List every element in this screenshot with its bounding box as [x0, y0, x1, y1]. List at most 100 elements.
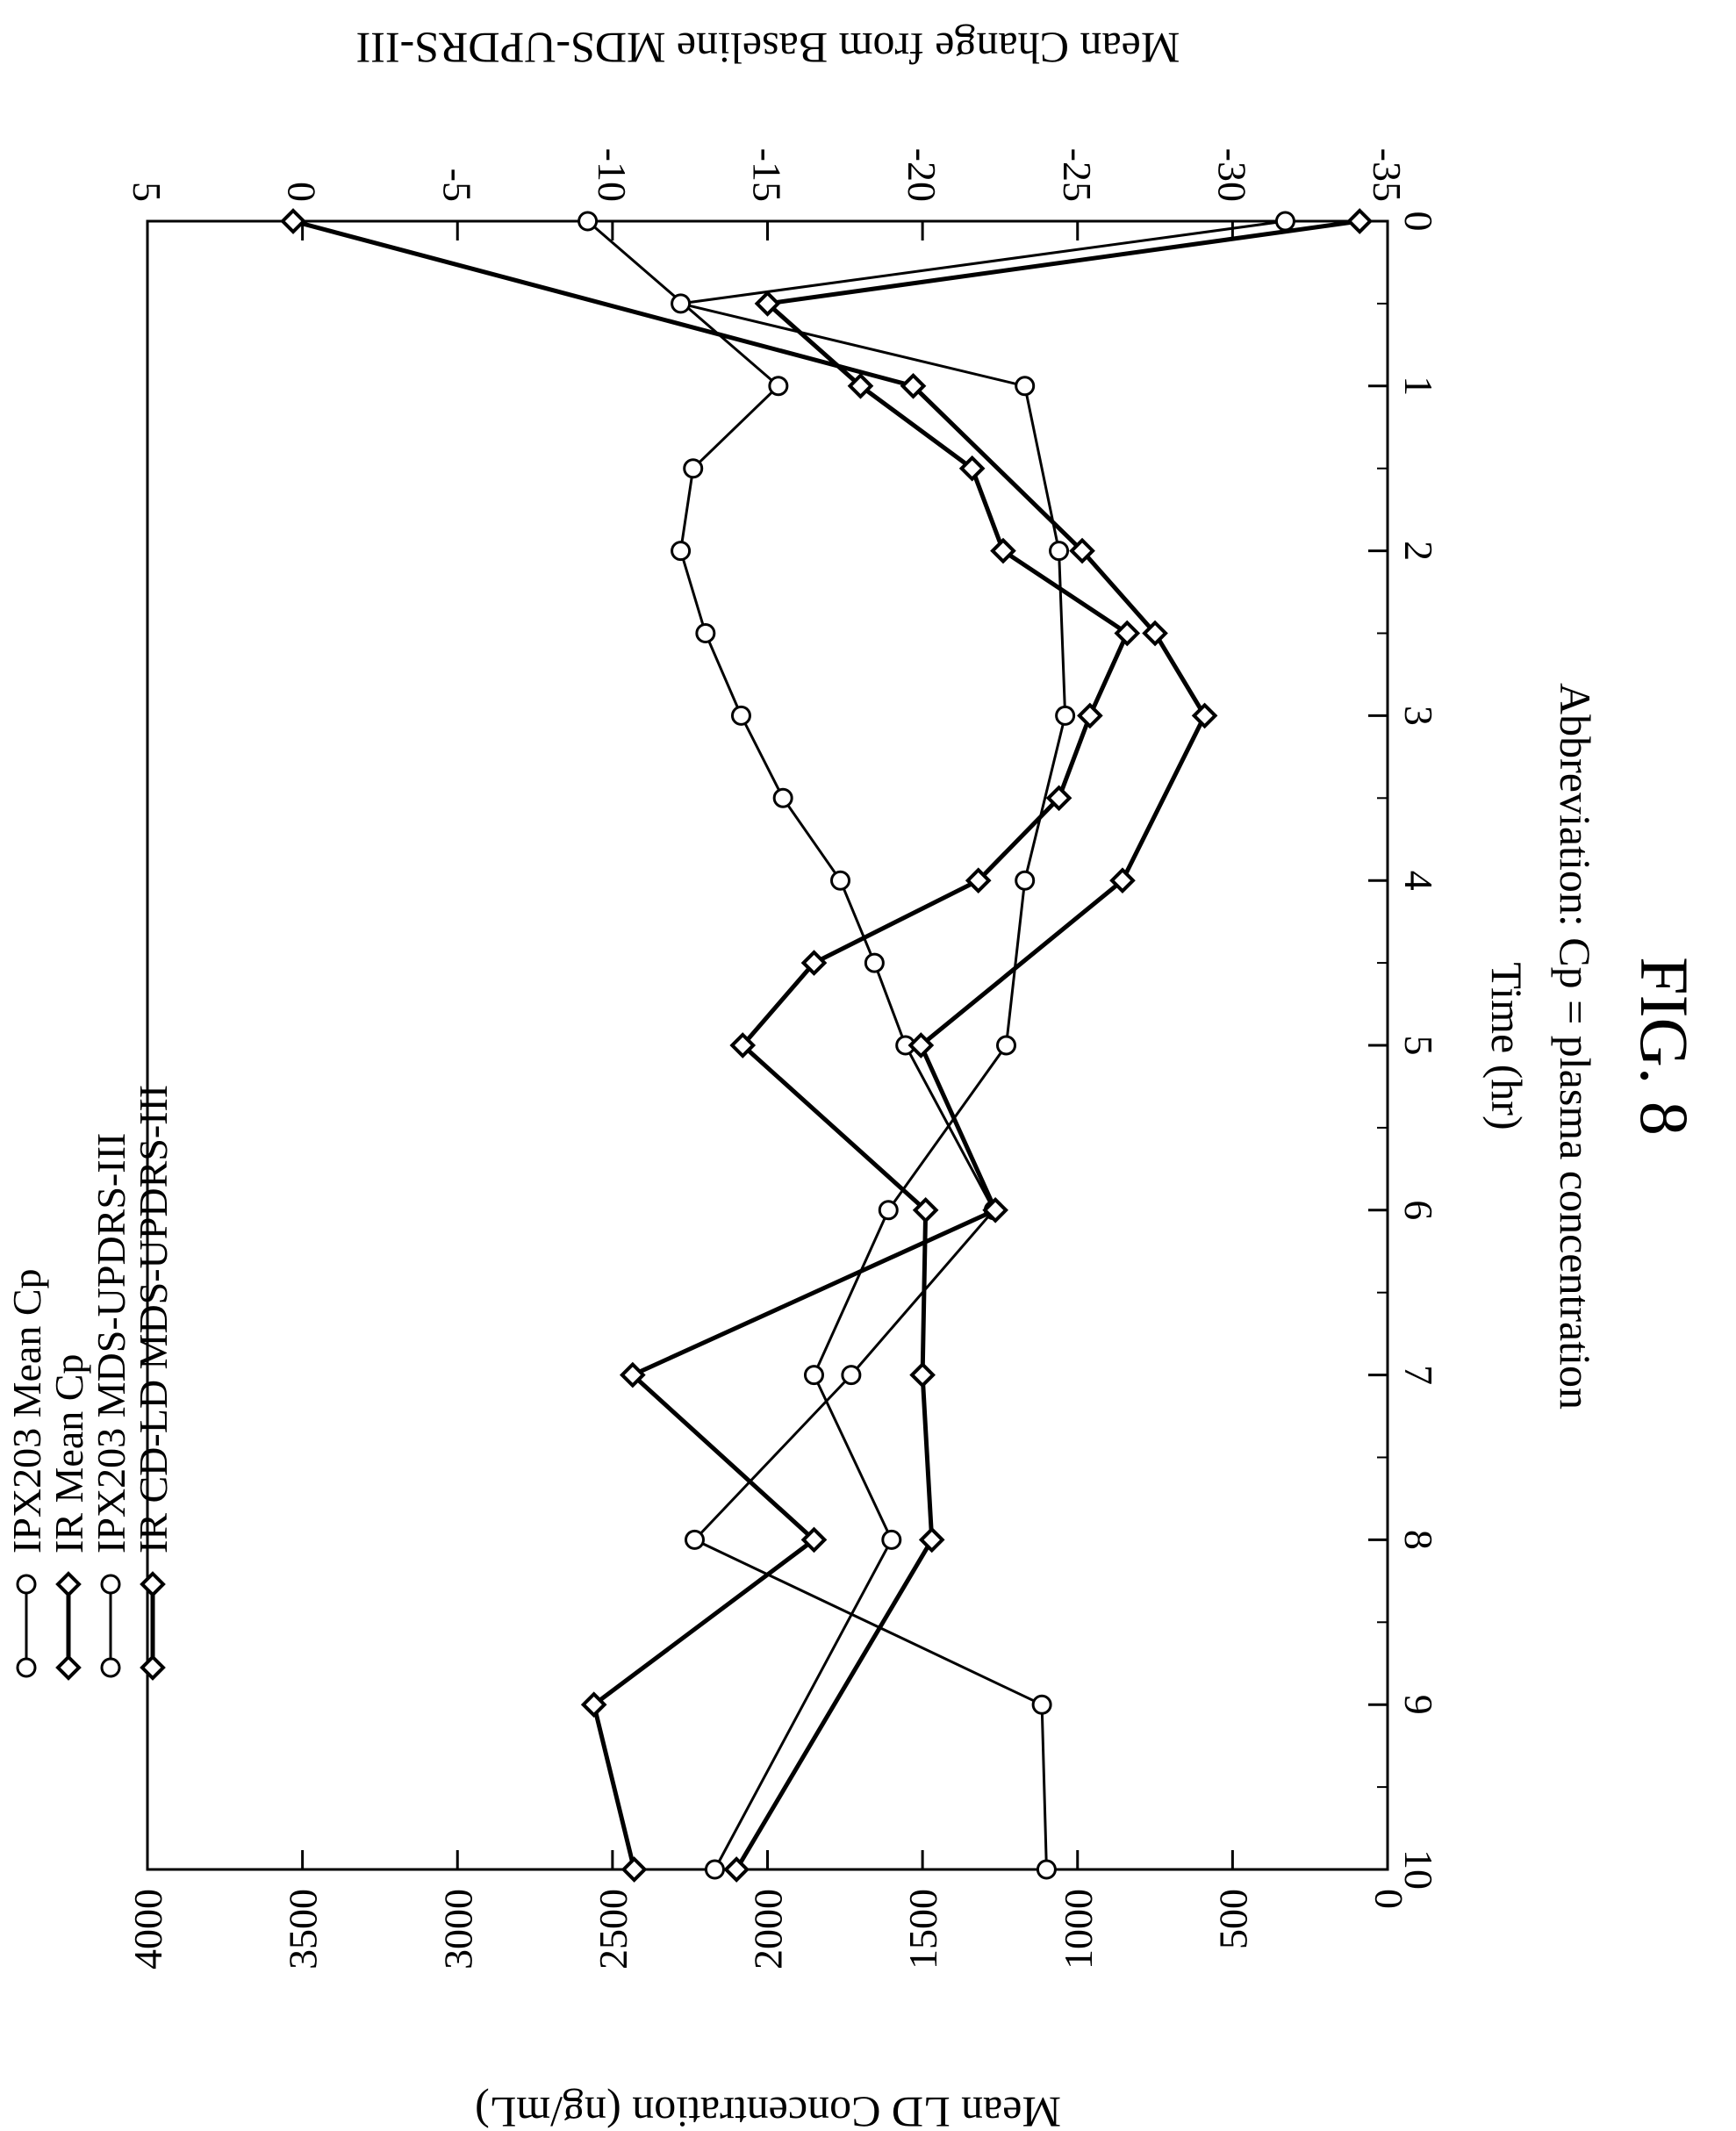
right-axis-ticks: 5 0 -5 -10 -15 -20 -25 -30 -35: [125, 148, 1410, 240]
legend-label: IPX203 Mean Cp: [4, 1268, 49, 1553]
data-point: [695, 623, 716, 643]
x-tick-label: 7: [1396, 1365, 1441, 1385]
data-point: [280, 208, 306, 234]
legend-label: IPX203 MDS-UPDRS-III: [89, 1133, 133, 1553]
data-point: [621, 1856, 648, 1883]
data-point: [1031, 1694, 1052, 1715]
y-left-axis-title: Mean LD Concentration (ng/mL): [475, 2088, 1061, 2131]
x-tick-label: 1: [1396, 376, 1441, 396]
x-tick-label: 2: [1396, 541, 1441, 561]
data-point: [803, 1365, 824, 1386]
data-point: [900, 372, 927, 399]
legend-marker: [140, 1654, 166, 1681]
data-point: [918, 1526, 945, 1553]
y-right-axis-title: Mean Change from Baseline MDS-UPDRS-III: [356, 24, 1180, 73]
data-point: [729, 1032, 757, 1058]
legend-entry: IPX203 MDS-UPDRS-III: [89, 1133, 133, 1678]
left-tick-label: 500: [1210, 1889, 1255, 1949]
plot-frame: [146, 219, 1389, 1871]
data-point: [1077, 702, 1103, 729]
left-tick-label: 3000: [435, 1889, 480, 1970]
data-point: [1036, 1859, 1057, 1880]
data-point: [800, 1526, 828, 1553]
x-tick-label: 3: [1396, 706, 1441, 726]
left-tick-label: 2000: [746, 1889, 791, 1970]
data-point: [772, 787, 793, 808]
x-tick-label: 5: [1396, 1036, 1441, 1056]
series-3: [671, 211, 1295, 1880]
series-1: [577, 211, 1057, 1880]
data-point: [580, 1691, 607, 1718]
x-axis-ticks: 0 1 2 3 4 5 6 7 8 9 10: [1368, 212, 1441, 1890]
x-tick-label: 0: [1396, 212, 1441, 232]
right-tick-label: -20: [900, 148, 944, 202]
data-point: [909, 1361, 936, 1388]
left-tick-label: 0: [1366, 1889, 1410, 1909]
x-tick-label: 10: [1396, 1849, 1441, 1890]
legend-marker: [16, 1574, 37, 1595]
right-tick-label: -15: [745, 148, 790, 202]
x-axis-title: Time (hr): [1482, 962, 1532, 1130]
x-tick-label: 9: [1396, 1695, 1441, 1715]
legend-marker: [16, 1657, 37, 1678]
right-tick-label: 5: [125, 182, 169, 202]
legend-marker: [140, 1571, 166, 1597]
data-point: [730, 705, 751, 726]
data-point: [881, 1529, 902, 1550]
data-point: [800, 950, 828, 976]
x-tick-label: 8: [1396, 1530, 1441, 1550]
data-point: [841, 1365, 862, 1386]
legend-entry: IPX203 Mean Cp: [4, 1268, 49, 1678]
left-tick-label: 1000: [1056, 1889, 1101, 1970]
data-point: [1045, 785, 1072, 812]
legend-label: IR Mean Cp: [47, 1354, 91, 1553]
left-tick-label: 3500: [281, 1889, 326, 1970]
legend-marker: [100, 1574, 121, 1595]
data-point: [1069, 537, 1095, 564]
data-point: [878, 1200, 899, 1221]
data-point: [830, 870, 851, 891]
left-axis-ticks: 0 500 1000 1500 2000 2500 3000 3500 4000: [126, 1850, 1410, 1970]
data-point: [1274, 211, 1295, 232]
data-point: [1346, 208, 1374, 234]
figure-label: FIG. 8: [1626, 957, 1703, 1136]
data-point: [1049, 541, 1070, 562]
legend-label: IR CD-LD MDS-UPDRS-III: [131, 1085, 176, 1553]
series-line: [735, 219, 1360, 1871]
data-point: [723, 1856, 750, 1883]
right-tick-label: 0: [280, 182, 325, 202]
left-tick-label: 4000: [126, 1889, 170, 1970]
legend-entry: IR Mean Cp: [47, 1354, 91, 1681]
right-tick-label: -10: [590, 148, 635, 202]
legend-marker: [55, 1654, 82, 1681]
data-point: [671, 293, 692, 314]
data-point: [990, 537, 1016, 564]
data-point: [907, 1032, 935, 1058]
right-tick-label: -35: [1365, 148, 1410, 202]
left-tick-label: 2500: [591, 1889, 635, 1970]
data-point: [768, 376, 789, 397]
legend-entry: IR CD-LD MDS-UPDRS-III: [131, 1085, 176, 1681]
data-point: [683, 458, 704, 479]
data-point: [1015, 376, 1036, 397]
data-point: [1055, 705, 1076, 726]
data-point: [577, 211, 599, 232]
series-layer: [280, 208, 1374, 1883]
right-tick-label: -30: [1209, 148, 1254, 202]
data-point: [958, 455, 986, 482]
data-point: [847, 372, 874, 399]
data-point: [864, 952, 885, 973]
data-point: [982, 1196, 1008, 1223]
abbreviation-note: Abbreviation: Cp = plasma concentration: [1551, 683, 1600, 1410]
data-point: [1142, 620, 1168, 647]
data-point: [912, 1196, 939, 1223]
right-tick-label: -5: [434, 169, 479, 202]
right-tick-label: -25: [1055, 148, 1100, 202]
legend-marker: [100, 1657, 121, 1678]
data-point: [754, 291, 781, 317]
x-tick-label: 4: [1396, 871, 1441, 891]
data-point: [671, 541, 692, 562]
data-point: [1191, 702, 1218, 729]
